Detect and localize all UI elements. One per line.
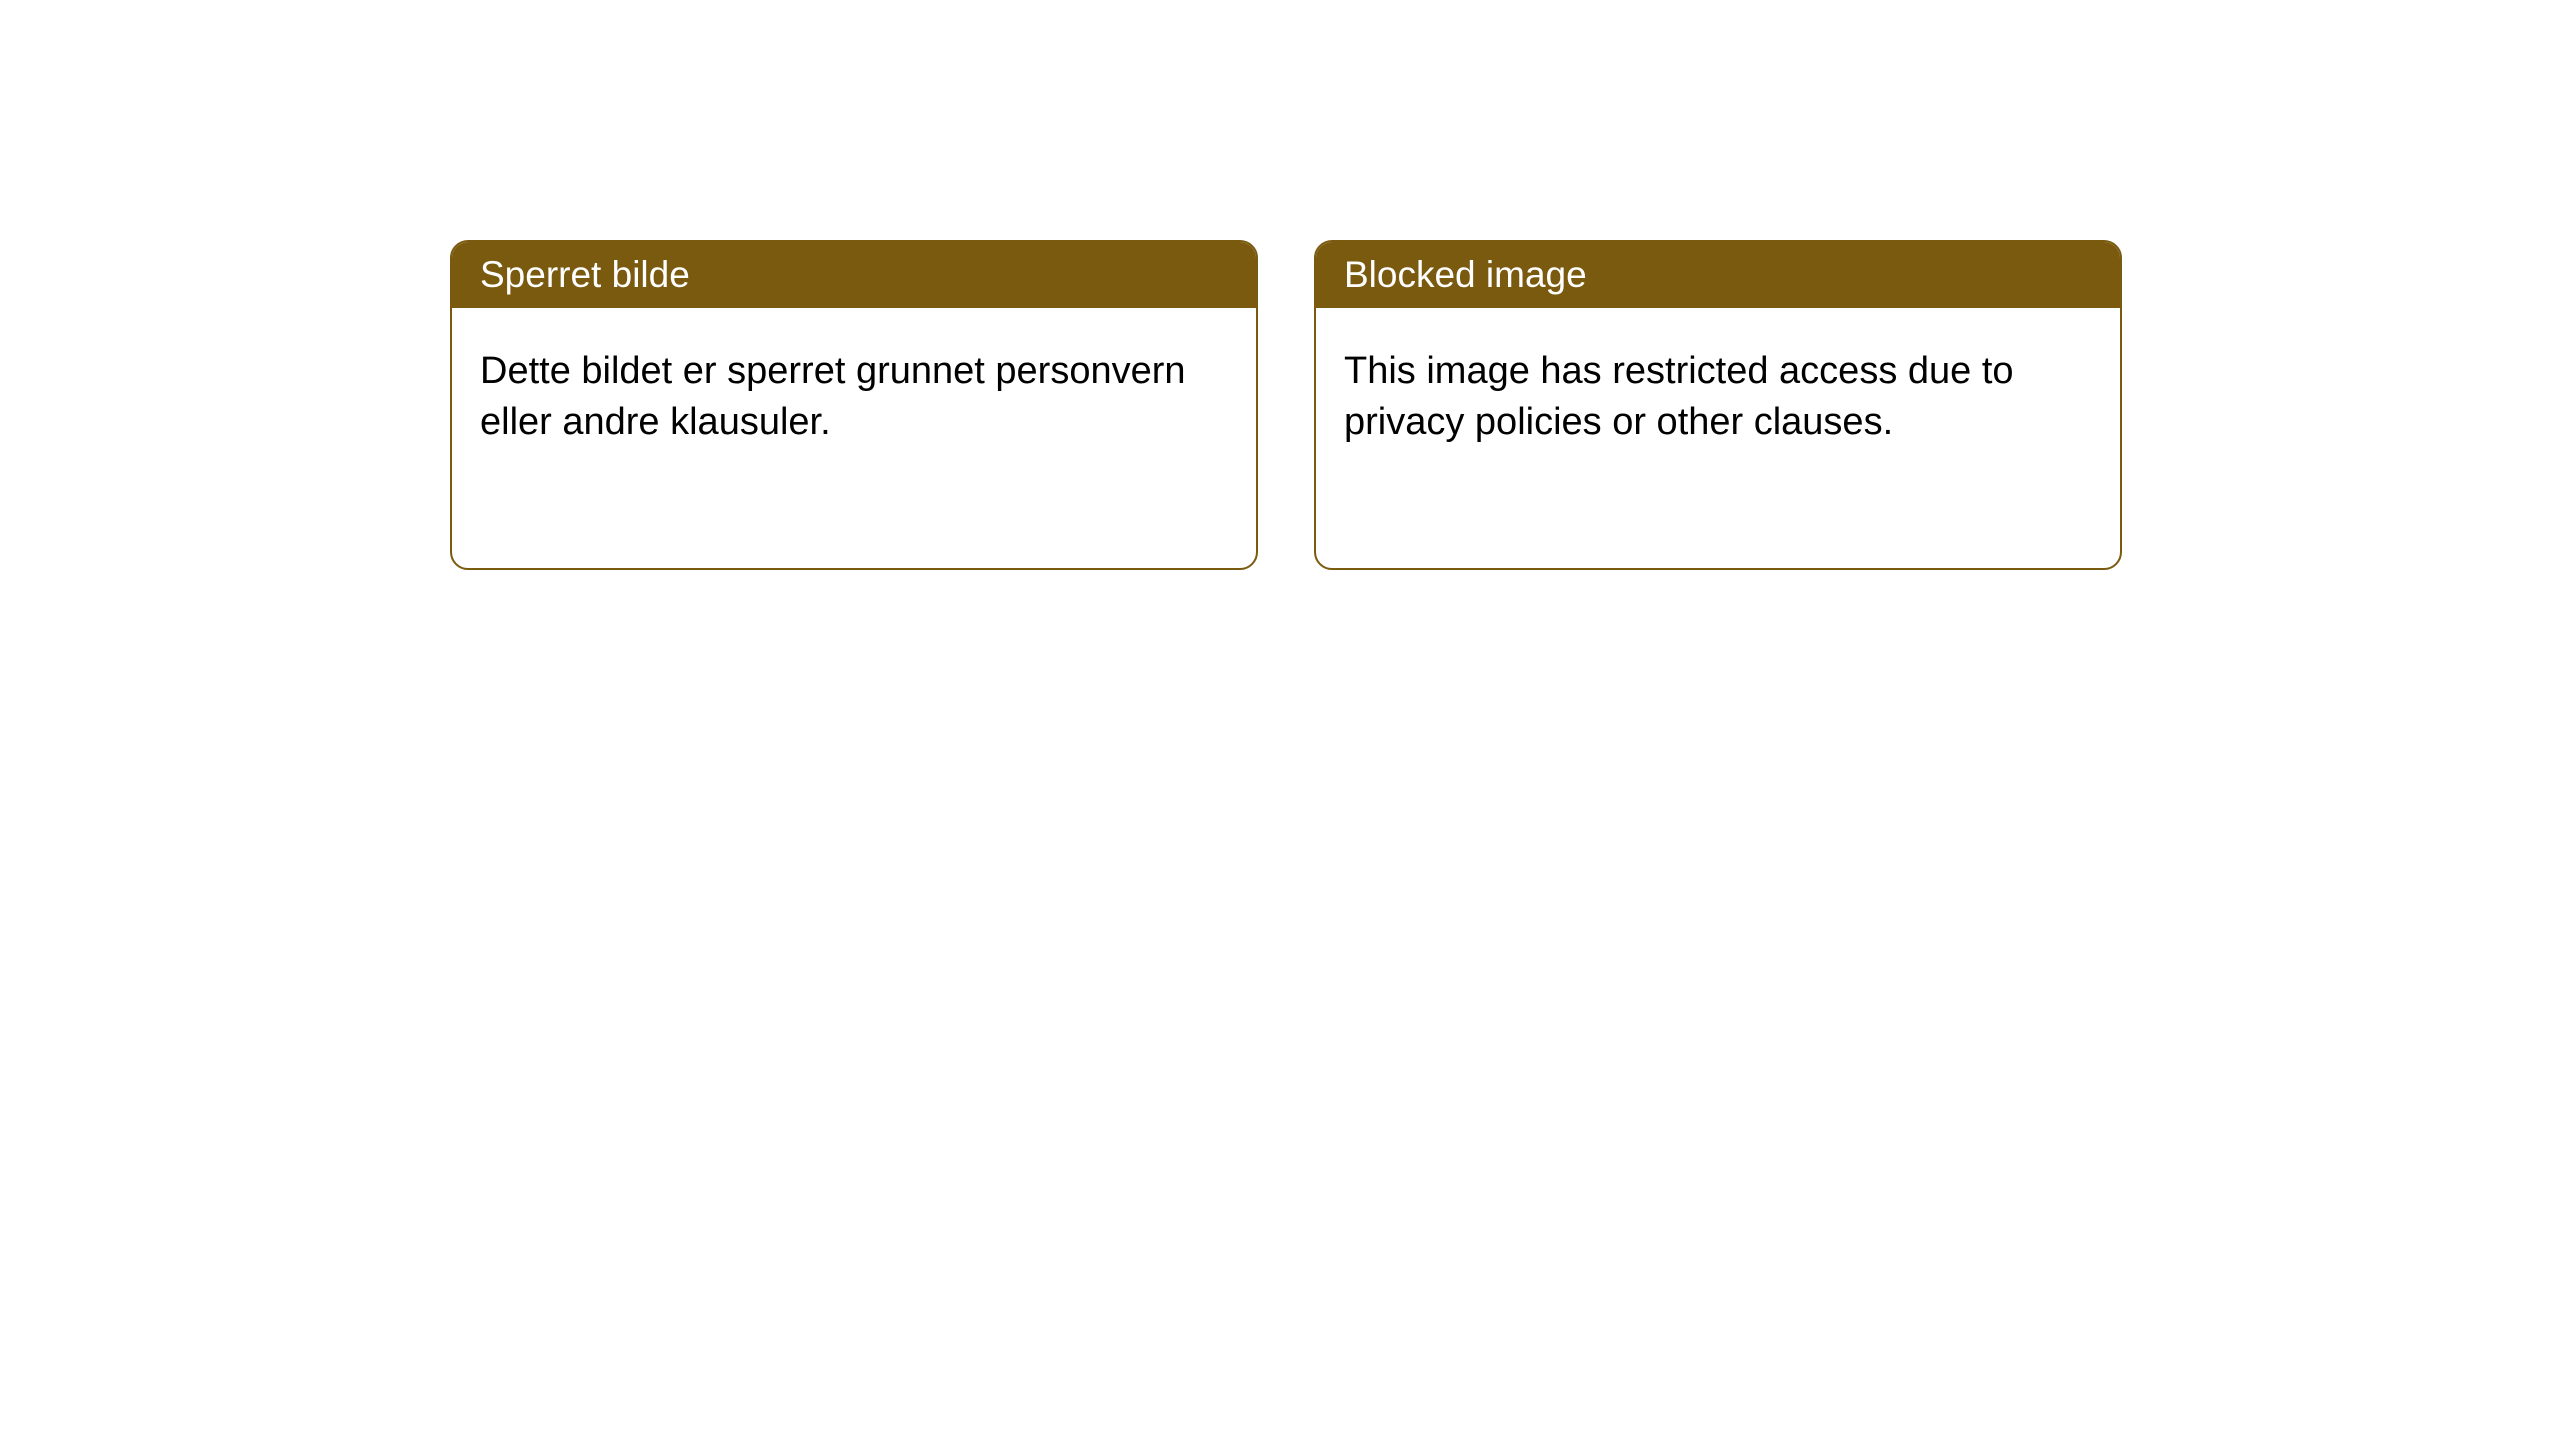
card-title: Blocked image: [1344, 254, 1587, 295]
notice-card-english: Blocked image This image has restricted …: [1314, 240, 2122, 570]
card-body: This image has restricted access due to …: [1316, 308, 2120, 568]
card-header: Blocked image: [1316, 242, 2120, 308]
notice-card-norwegian: Sperret bilde Dette bildet er sperret gr…: [450, 240, 1258, 570]
card-body-text: Dette bildet er sperret grunnet personve…: [480, 350, 1186, 443]
card-body-text: This image has restricted access due to …: [1344, 350, 2014, 443]
card-header: Sperret bilde: [452, 242, 1256, 308]
card-body: Dette bildet er sperret grunnet personve…: [452, 308, 1256, 568]
card-title: Sperret bilde: [480, 254, 690, 295]
notice-card-container: Sperret bilde Dette bildet er sperret gr…: [0, 0, 2560, 570]
